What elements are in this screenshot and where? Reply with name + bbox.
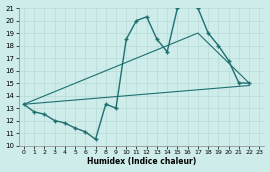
X-axis label: Humidex (Indice chaleur): Humidex (Indice chaleur) bbox=[87, 157, 196, 166]
